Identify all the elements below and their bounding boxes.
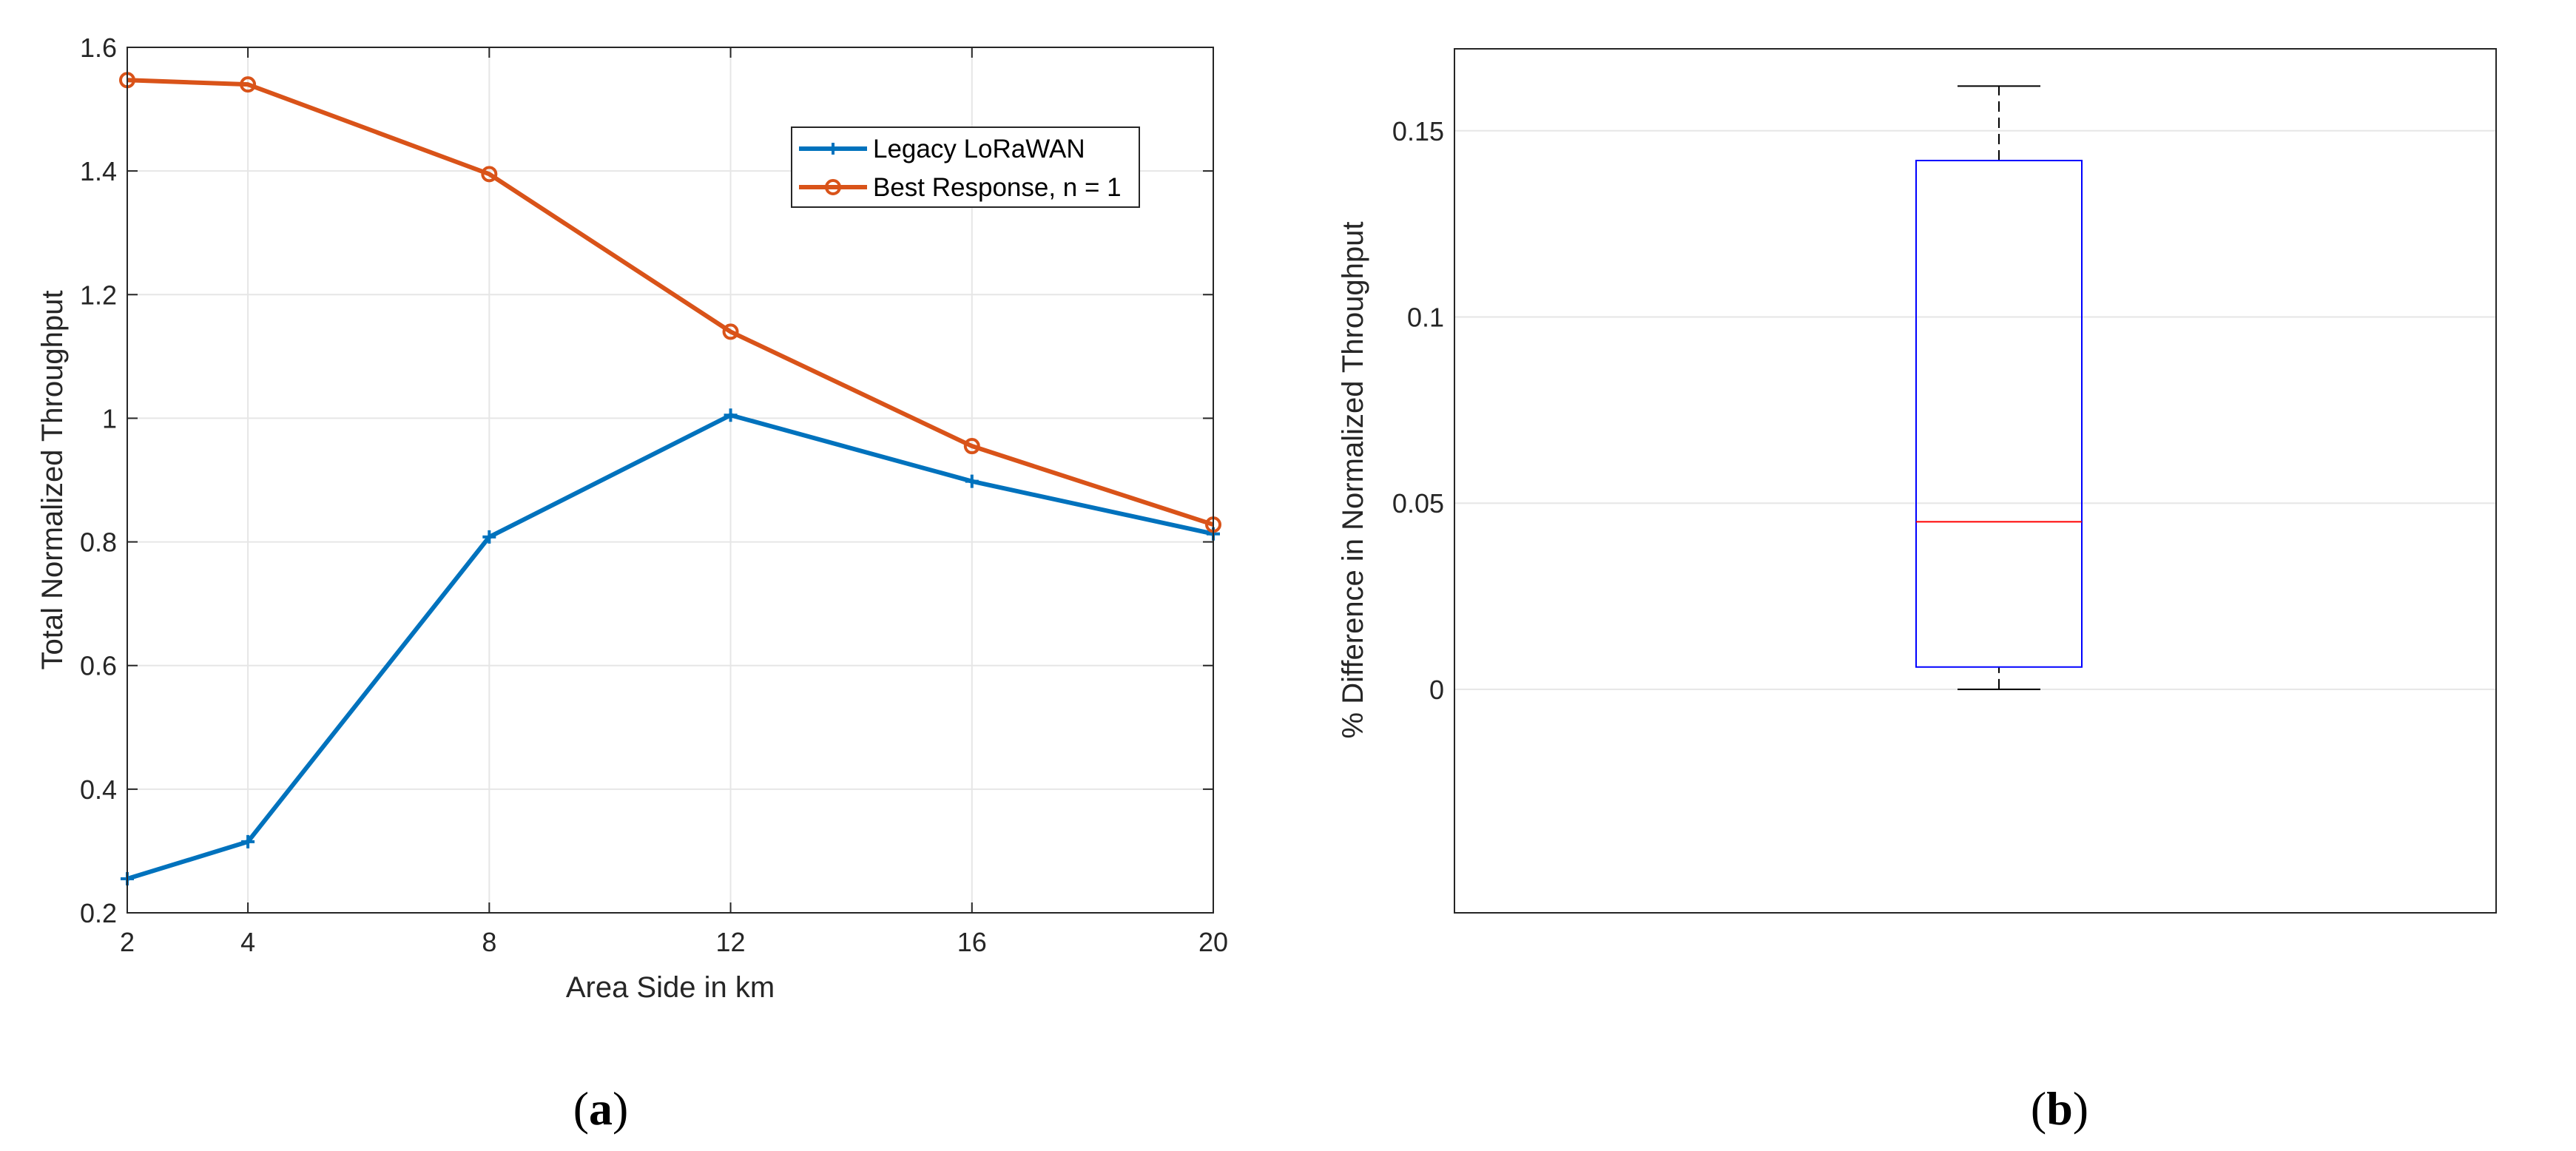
panel-a-close: ) xyxy=(613,1082,628,1135)
y-tick-label: 0.8 xyxy=(80,527,117,558)
x-tick-label: 4 xyxy=(240,927,255,957)
plot-b-box xyxy=(1915,85,2083,690)
data-point-best-response-n-1 xyxy=(722,323,739,340)
data-point-best-response-n-1 xyxy=(481,166,498,183)
panel-b-letter: b xyxy=(2046,1082,2073,1135)
y-tick-label: 0.1 xyxy=(1407,302,1444,332)
data-point-legacy-lorawan xyxy=(482,530,496,544)
x-tick-label: 8 xyxy=(482,927,496,957)
y-tick-label: 0.6 xyxy=(80,651,117,681)
x-axis-label-a: Area Side in km xyxy=(566,971,775,1004)
panel-a-open: ( xyxy=(573,1082,589,1135)
x-tick-label: 16 xyxy=(957,927,987,957)
panel-a-line-chart: 2 4 8 12 16 20 0.2 0.4 0.6 0.8 1 1.2 1.4 1.6 Area Sid… xyxy=(36,33,1228,1135)
data-point-legacy-lorawan xyxy=(965,474,979,488)
y-axis-label-b: % Difference in Normalized Throughput xyxy=(1337,222,1369,739)
data-point-best-response-n-1 xyxy=(963,438,980,455)
data-point-legacy-lorawan xyxy=(241,834,255,848)
series-line-legacy-lorawan xyxy=(127,413,1214,881)
x-tick-label: 12 xyxy=(716,927,746,957)
plot-b-frame xyxy=(1454,48,2497,914)
iqr-box xyxy=(1915,160,2083,668)
series-line-best-response-n-1 xyxy=(127,78,1214,527)
y-tick-label: 1.2 xyxy=(80,280,117,310)
legend-a: Legacy LoRaWAN Best Response, n = 1 xyxy=(791,126,1140,208)
x-tick-label: 2 xyxy=(120,927,135,957)
panel-b-close: ) xyxy=(2073,1082,2088,1135)
data-point-legacy-lorawan xyxy=(724,408,738,422)
y-tick-label: 0.15 xyxy=(1392,116,1444,146)
panel-b-open: ( xyxy=(2031,1082,2046,1135)
plot-a-frame xyxy=(127,47,1214,914)
panel-a-letter: a xyxy=(589,1082,613,1135)
y-tick-label: 1.6 xyxy=(80,33,117,63)
y-tick-label: 1.4 xyxy=(80,156,117,186)
panel-b-label: (b) xyxy=(2031,1082,2088,1135)
plot-a-ticks: 2 4 8 12 16 20 0.2 0.4 0.6 0.8 1 1.2 1.4 1.6 xyxy=(80,33,1228,957)
legend-marker-circle xyxy=(825,179,841,195)
y-tick-label: 0.2 xyxy=(80,898,117,928)
legend-label-best-response: Best Response, n = 1 xyxy=(873,173,1122,202)
y-tick-label: 0 xyxy=(1429,675,1444,705)
y-axis-label-a: Total Normalized Throughput xyxy=(36,291,69,670)
data-point-best-response-n-1 xyxy=(240,76,257,93)
panel-a-label: (a) xyxy=(573,1082,629,1135)
y-tick-label: 0.4 xyxy=(80,774,117,805)
panel-b-box-plot: 0 0.05 0.1 0.15 % Difference in Normalized … xyxy=(1337,48,2497,1135)
legend-a-box xyxy=(791,126,1140,208)
legend-label-legacy: Legacy LoRaWAN xyxy=(873,135,1085,163)
y-tick-label: 1 xyxy=(102,403,117,433)
y-tick-label: 0.05 xyxy=(1392,488,1444,519)
x-tick-label: 20 xyxy=(1198,927,1228,957)
plot-b-ticks: 0 0.05 0.1 0.15 xyxy=(1392,116,1444,705)
legend-marker-plus xyxy=(827,143,839,155)
plot-b-background xyxy=(1454,49,2496,913)
